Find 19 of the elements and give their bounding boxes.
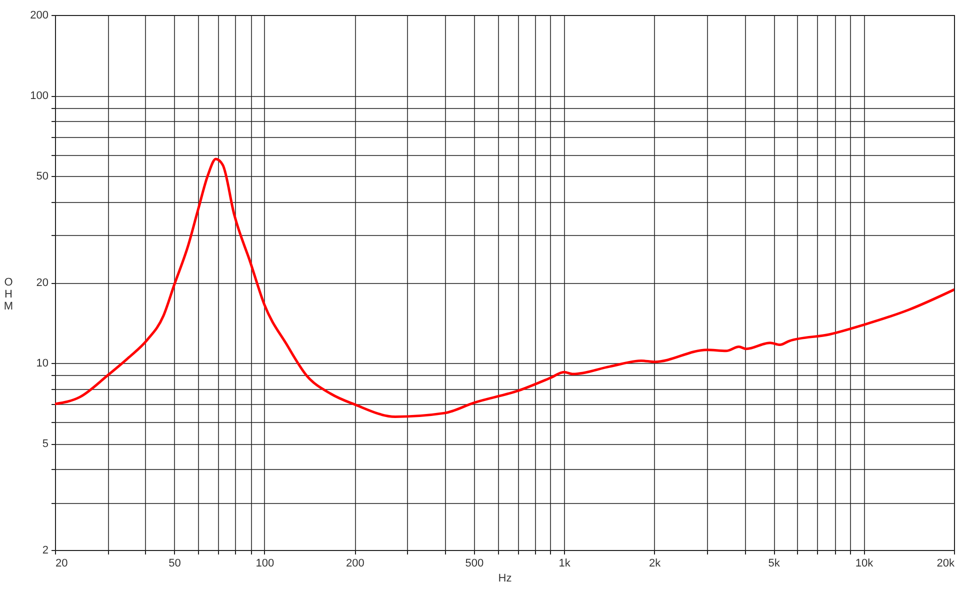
y-tick-label: 5 [42,438,48,450]
y-tick-label: 10 [36,358,48,370]
x-tick-label: 10k [855,558,874,570]
x-tick-label: 500 [465,558,484,570]
x-axis-title: Hz [498,572,512,584]
x-tick-label: 20 [56,558,68,570]
x-tick-label: 1k [558,558,571,570]
y-tick-label: 200 [30,10,48,22]
y-tick-label: 2 [42,544,48,556]
y-tick-label: 50 [36,170,48,183]
y-axis-title: OHM [4,276,14,312]
x-tick-label: 5k [768,558,780,570]
x-tick-label: 200 [346,558,364,570]
x-tick-label: 100 [256,558,274,570]
y-tick-label: 100 [30,90,48,102]
x-tick-label: 2k [649,558,662,570]
y-tick-label: 20 [36,277,48,289]
x-tick-label: 50 [168,558,181,570]
x-tick-label: 20k [936,558,955,570]
